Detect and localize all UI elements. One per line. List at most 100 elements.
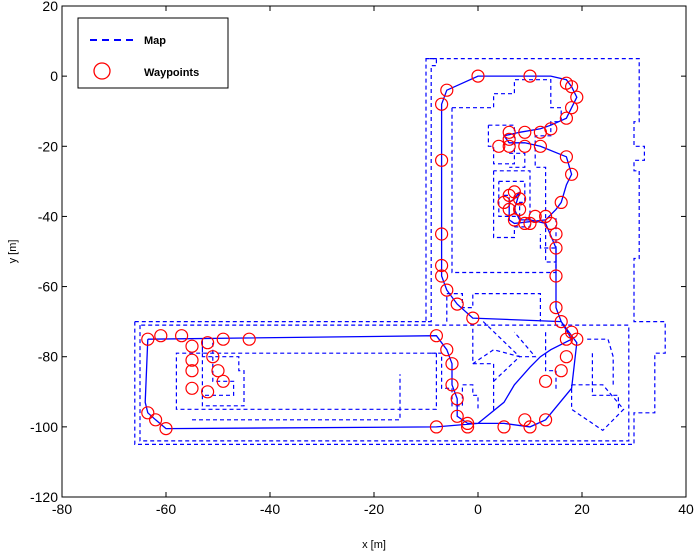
waypoint-marker xyxy=(471,69,485,83)
map-wall-line xyxy=(134,57,437,323)
waypoint-marker xyxy=(201,385,215,399)
waypoint-marker xyxy=(549,241,563,255)
map-wall-line xyxy=(192,374,401,421)
waypoint-marker xyxy=(141,406,155,420)
waypoint-marker xyxy=(450,409,464,423)
waypoint-marker xyxy=(201,336,215,350)
waypoint-marker xyxy=(523,420,537,434)
waypoint-marker xyxy=(185,364,199,378)
y-tick-label: 20 xyxy=(42,0,58,14)
waypoint-marker xyxy=(502,132,516,146)
waypoint-marker xyxy=(435,97,449,111)
waypoint-marker xyxy=(559,332,574,346)
map-wall-line xyxy=(472,349,521,382)
map-wall-line xyxy=(175,352,437,410)
waypoint-marker xyxy=(185,339,199,353)
waypoint-marker xyxy=(533,139,548,153)
waypoint-marker xyxy=(518,139,532,153)
x-tick-label: -40 xyxy=(260,501,280,517)
waypoint-marker xyxy=(570,332,584,346)
map-wall-line xyxy=(482,321,537,358)
waypoint-marker xyxy=(497,195,511,209)
x-tick-label: 20 xyxy=(574,501,590,517)
waypoint-marker xyxy=(518,413,532,427)
waypoint-marker xyxy=(502,202,516,216)
waypoint-marker xyxy=(564,167,579,181)
waypoint-marker xyxy=(512,202,527,216)
map-wall-line xyxy=(591,353,620,410)
map-wall-line xyxy=(587,338,614,385)
waypoint-marker xyxy=(440,283,454,297)
waypoint-marker xyxy=(216,332,230,346)
waypoint-marker xyxy=(507,213,522,227)
waypoint-marker xyxy=(141,332,155,346)
tick-layer: -80 -60 -40 -20 0 20 40 20 0 -20 -40 -60 -80 -100 -120 xyxy=(30,0,694,517)
waypoint-marker xyxy=(507,185,522,199)
legend-waypoints-label: Waypoints xyxy=(144,67,199,79)
x-tick-label: 0 xyxy=(474,501,482,517)
y-tick-label: -20 xyxy=(38,138,58,154)
waypoint-marker xyxy=(570,90,584,104)
waypoint-marker xyxy=(512,192,527,206)
map-wall-line xyxy=(504,194,510,206)
map-wall-line xyxy=(134,57,666,445)
waypoint-marker xyxy=(440,343,454,357)
x-axis-label: x [m] xyxy=(362,539,386,551)
map-wall-line xyxy=(493,170,531,239)
map-wall-line xyxy=(487,124,516,165)
x-tick-label: 40 xyxy=(678,501,694,517)
waypoint-marker xyxy=(429,420,443,434)
waypoint-marker xyxy=(523,216,537,230)
waypoint-marker xyxy=(149,413,163,427)
waypoint-marker xyxy=(549,269,563,283)
waypoint-marker xyxy=(185,381,199,395)
map-wall-line xyxy=(139,324,630,442)
map-wall-line xyxy=(544,332,557,392)
legend: Map Waypoints xyxy=(77,17,229,89)
waypoint-marker xyxy=(466,311,480,325)
waypoint-marker xyxy=(564,325,579,339)
waypoint-marker xyxy=(435,153,449,167)
y-tick-label: -80 xyxy=(38,349,58,365)
waypoint-marker xyxy=(554,364,568,378)
waypoint-marker xyxy=(461,416,475,430)
waypoint-layer xyxy=(141,69,584,436)
y-tick-label: 0 xyxy=(50,68,58,84)
waypoint-marker xyxy=(435,258,449,273)
map-wall-line xyxy=(201,339,245,407)
waypoint-marker xyxy=(492,139,506,153)
legend-box xyxy=(77,17,229,89)
x-tick-label: -80 xyxy=(52,501,72,517)
waypoint-marker xyxy=(497,420,511,434)
waypoint-marker xyxy=(175,329,189,343)
waypoint-marker xyxy=(216,374,230,388)
map-wall-line xyxy=(472,328,495,413)
waypoint-marker xyxy=(518,125,532,139)
legend-map-label: Map xyxy=(144,35,166,47)
waypoint-marker xyxy=(445,378,459,392)
waypoint-marker xyxy=(528,209,542,223)
waypoint-marker xyxy=(538,374,553,388)
map-wall-line xyxy=(202,342,235,396)
waypoint-marker xyxy=(461,420,475,434)
map-wall-line xyxy=(570,384,625,432)
waypoint-marker xyxy=(242,332,256,346)
y-tick-label: -60 xyxy=(38,279,58,295)
waypoint-marker xyxy=(523,69,537,83)
waypoint-marker xyxy=(429,329,443,343)
waypoint-marker xyxy=(440,83,454,97)
waypoint-marker xyxy=(206,350,220,364)
y-axis-label: y [m] xyxy=(7,240,19,264)
waypoint-marker xyxy=(559,350,574,364)
waypoint-marker xyxy=(185,353,199,367)
waypoint-marker xyxy=(554,195,568,209)
waypoint-marker xyxy=(159,422,173,436)
waypoint-marker xyxy=(435,227,449,241)
waypoint-marker xyxy=(554,315,568,329)
waypoint-marker xyxy=(435,269,449,283)
waypoint-marker xyxy=(538,413,553,427)
waypoint-marker xyxy=(450,297,464,311)
waypoint-marker xyxy=(450,392,464,406)
y-tick-label: -100 xyxy=(30,419,58,435)
